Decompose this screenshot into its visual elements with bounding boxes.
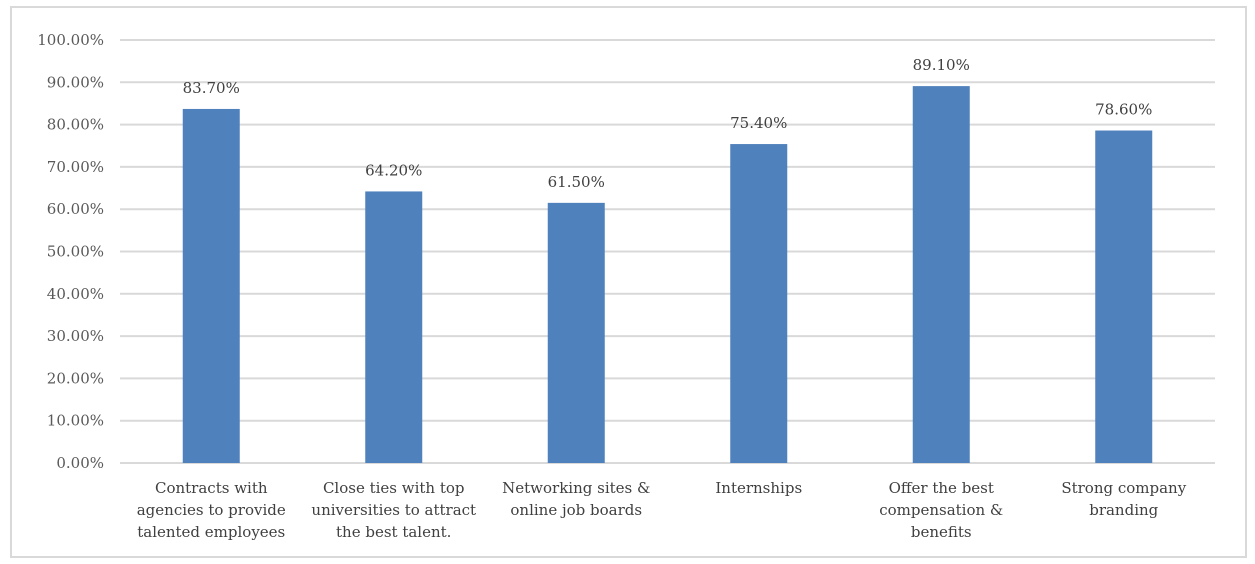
y-tick-label: 50.00% xyxy=(47,243,104,261)
bar xyxy=(1095,130,1153,463)
bar-data-label: 89.10% xyxy=(913,56,970,74)
x-category-label-line: Close ties with top xyxy=(323,479,465,497)
x-category-label-line: Internships xyxy=(715,479,802,497)
category-labels: Contracts with agencies to provide talente… xyxy=(137,479,1187,541)
y-tick-label: 90.00% xyxy=(47,73,104,91)
bar-data-label: 61.50% xyxy=(548,173,605,191)
bars xyxy=(182,86,1153,464)
x-category-label-line: Offer the best xyxy=(889,479,994,497)
x-category-label-line: branding xyxy=(1089,501,1158,519)
y-tick-label: 80.00% xyxy=(47,116,104,134)
y-tick-label: 20.00% xyxy=(47,369,104,387)
y-tick-label: 40.00% xyxy=(47,285,104,303)
bar xyxy=(547,202,605,464)
x-category-label: Internships xyxy=(715,479,802,497)
bar-data-label: 78.60% xyxy=(1095,101,1152,119)
bar-data-label: 83.70% xyxy=(183,79,240,97)
y-tick-label: 100.00% xyxy=(37,31,104,49)
bar xyxy=(365,191,423,463)
x-category-label-line: the best talent. xyxy=(336,523,451,541)
x-category-label-line: Strong company xyxy=(1061,479,1186,497)
bar-chart: 0.00% 10.00% 20.00% 30.00% 40.00% 50.00% 60.00… xyxy=(37,31,1215,541)
x-category-label-line: universities to attract xyxy=(311,501,476,519)
bar xyxy=(912,86,970,464)
x-category-label: Contracts with agencies to provide talente… xyxy=(137,479,286,541)
y-tick-label: 0.00% xyxy=(56,454,104,472)
bar-data-label: 75.40% xyxy=(730,114,787,132)
gridlines xyxy=(120,39,1215,464)
y-tick-label: 60.00% xyxy=(47,200,104,218)
y-tick-label: 70.00% xyxy=(47,158,104,176)
x-category-label-line: agencies to provide xyxy=(137,501,286,519)
x-category-label-line: online job boards xyxy=(510,501,642,519)
bar xyxy=(182,108,240,463)
y-axis-ticks: 0.00% 10.00% 20.00% 30.00% 40.00% 50.00% 60.00… xyxy=(37,31,104,472)
x-category-label-line: Contracts with xyxy=(155,479,268,497)
chart-frame: 0.00% 10.00% 20.00% 30.00% 40.00% 50.00% 60.00… xyxy=(10,6,1247,558)
x-category-label-line: compensation & xyxy=(879,501,1003,519)
x-category-label-line: benefits xyxy=(911,523,972,541)
x-category-label: Close ties with top universities to attra… xyxy=(311,479,476,541)
x-category-label-line: talented employees xyxy=(137,523,285,541)
y-tick-label: 30.00% xyxy=(47,327,104,345)
bar-data-label: 64.20% xyxy=(365,161,422,179)
x-category-label-line: Networking sites & xyxy=(502,479,650,497)
y-tick-label: 10.00% xyxy=(47,412,104,430)
x-category-label: Strong company branding xyxy=(1061,479,1186,519)
data-labels: 83.70% 64.20% 61.50% 75.40% 89.10% 78.60% xyxy=(183,56,1153,191)
bar xyxy=(730,144,788,464)
x-category-label: Networking sites & online job boards xyxy=(502,479,650,519)
x-category-label: Offer the best compensation & benefits xyxy=(879,479,1003,541)
